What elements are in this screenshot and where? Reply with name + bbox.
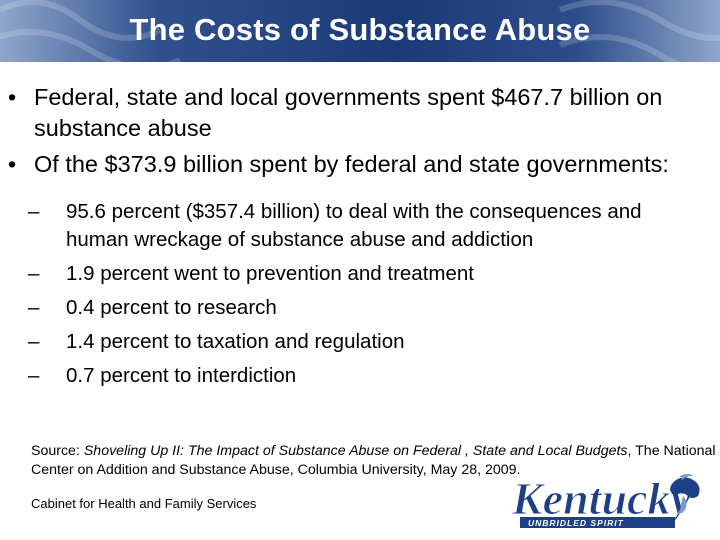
title-banner: The Costs of Substance Abuse xyxy=(0,0,720,62)
banner-pattern xyxy=(0,0,720,62)
sub-bullet-item: – 0.7 percent to interdiction xyxy=(0,362,700,390)
kentucky-logo: Kentucky UNBRIDLED SPIRIT xyxy=(511,473,700,528)
source-rest: , The National Center on Addition and Su… xyxy=(31,443,716,478)
bullet-marker: • xyxy=(8,84,17,110)
sub-bullet-item: – 1.4 percent to taxation and regulation xyxy=(0,328,700,356)
sub-bullet-item: – 0.4 percent to research xyxy=(0,294,700,322)
dash-marker: – xyxy=(28,296,40,319)
sub-bullet-text: 0.7 percent to interdiction xyxy=(66,364,297,387)
dash-marker: – xyxy=(28,364,40,387)
bullet-item: • Of the $373.9 billion spent by federal… xyxy=(0,149,690,180)
dash-marker: – xyxy=(28,200,40,223)
footer-text: Cabinet for Health and Family Services xyxy=(31,496,257,511)
source-citation: Source: Shoveling Up II: The Impact of S… xyxy=(31,442,716,480)
slide-title: The Costs of Substance Abuse xyxy=(129,12,591,47)
dash-marker: – xyxy=(28,330,40,353)
bullet-list: • Federal, state and local governments s… xyxy=(0,82,720,396)
bullet-item: • Federal, state and local governments s… xyxy=(0,82,690,144)
sub-bullet-text: 0.4 percent to research xyxy=(66,296,277,319)
bullet-marker: • xyxy=(8,151,17,177)
sub-bullet-list: – 95.6 percent ($357.4 billion) to deal … xyxy=(0,198,720,390)
sub-bullet-item: – 1.9 percent went to prevention and tre… xyxy=(0,260,700,288)
source-title: Shoveling Up II: The Impact of Substance… xyxy=(83,443,628,459)
sub-bullet-text: 95.6 percent ($357.4 billion) to deal wi… xyxy=(66,200,642,251)
logo-wordmark: Kentucky xyxy=(511,473,691,524)
sub-bullet-text: 1.9 percent went to prevention and treat… xyxy=(66,262,474,285)
horse-icon xyxy=(670,474,700,514)
sub-bullet-item: – 95.6 percent ($357.4 billion) to deal … xyxy=(0,198,700,254)
sub-bullet-text: 1.4 percent to taxation and regulation xyxy=(66,330,405,353)
source-label: Source: xyxy=(31,443,84,459)
logo-tagline-band xyxy=(520,517,675,528)
bullet-text: Of the $373.9 billion spent by federal a… xyxy=(34,151,669,177)
bullet-text: Federal, state and local governments spe… xyxy=(34,84,663,141)
dash-marker: – xyxy=(28,262,40,285)
logo-tagline: UNBRIDLED SPIRIT xyxy=(528,518,624,528)
